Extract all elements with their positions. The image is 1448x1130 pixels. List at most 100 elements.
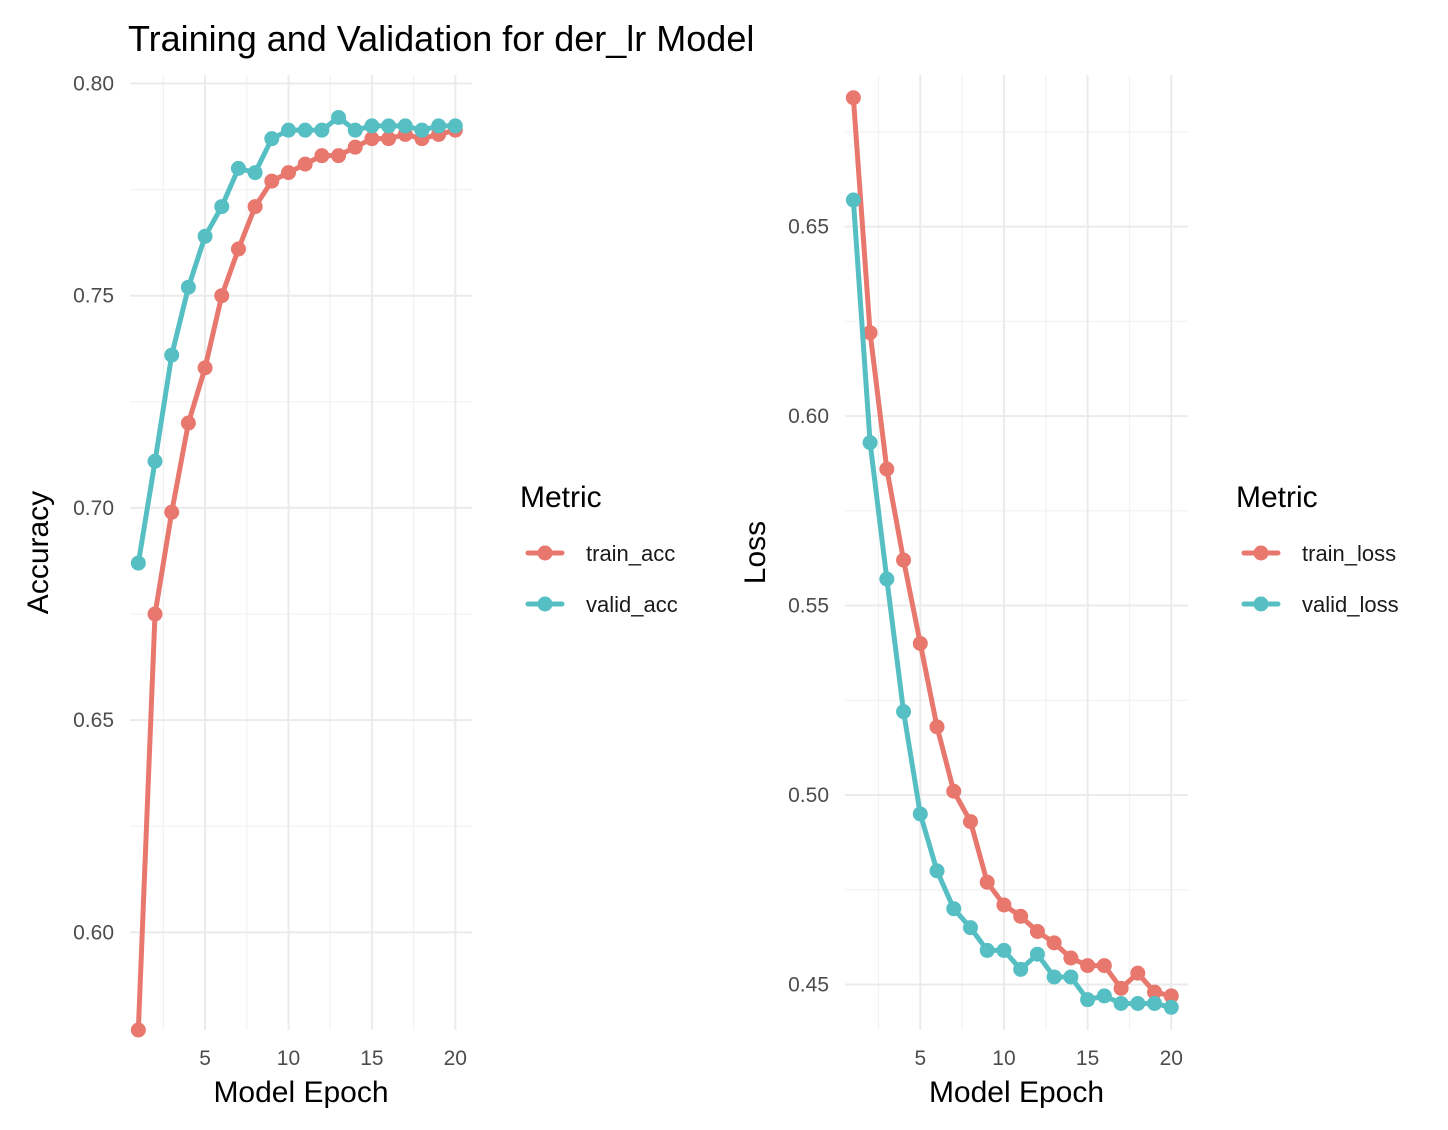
data-point-train_acc <box>247 199 263 215</box>
data-point-valid_loss <box>912 806 928 822</box>
data-point-train_acc <box>164 504 180 520</box>
data-point-train_loss <box>979 874 995 890</box>
x-tick-label: 20 <box>444 1047 467 1070</box>
x-tick-label: 15 <box>1076 1047 1099 1070</box>
data-point-train_loss <box>1096 958 1112 974</box>
data-point-valid_acc <box>414 122 430 138</box>
data-point-valid_acc <box>180 279 196 295</box>
legend-key-point <box>537 596 553 612</box>
data-point-train_loss <box>845 90 861 106</box>
y-tick-label: 0.60 <box>73 921 114 944</box>
data-point-valid_acc <box>197 228 213 244</box>
data-point-train_loss <box>1029 923 1045 939</box>
x-axis-title: Model Epoch <box>929 1076 1104 1109</box>
data-point-valid_loss <box>1046 969 1062 985</box>
x-tick-label: 20 <box>1160 1047 1183 1070</box>
data-point-valid_acc <box>130 555 146 571</box>
data-point-train_acc <box>314 148 330 164</box>
data-point-valid_acc <box>397 118 413 134</box>
chart-title: Training and Validation for der_lr Model <box>128 18 755 59</box>
data-point-valid_loss <box>1080 992 1096 1008</box>
legend-label: train_acc <box>586 541 675 566</box>
data-point-valid_acc <box>314 122 330 138</box>
data-point-valid_acc <box>164 347 180 363</box>
legend-label: valid_acc <box>586 592 678 617</box>
data-point-train_loss <box>962 814 978 830</box>
chart-panel-1: 0.60 0.65 0.70 0.75 0.80 5 10 15 20 Model Epoch Ac… <box>22 72 678 1109</box>
data-point-valid_loss <box>1063 969 1079 985</box>
data-point-valid_loss <box>862 435 878 451</box>
chart-panel-2: 0.45 0.50 0.55 0.60 0.65 5 10 15 20 Model Epoch Lo… <box>739 75 1399 1109</box>
legend-title: Metric <box>520 481 602 514</box>
data-point-train_loss <box>1147 984 1163 1000</box>
x-tick-label: 15 <box>360 1047 383 1070</box>
data-point-valid_acc <box>147 453 163 469</box>
data-point-valid_loss <box>962 920 978 936</box>
data-point-train_acc <box>180 415 196 431</box>
data-point-valid_acc <box>381 118 397 134</box>
y-tick-label: 0.70 <box>73 497 114 520</box>
legend-label: train_loss <box>1302 541 1396 566</box>
series-line-train_loss <box>850 95 1174 999</box>
y-axis-title: Loss <box>739 521 772 584</box>
y-tick-label: 0.45 <box>788 974 829 997</box>
y-tick-label: 0.60 <box>788 405 829 428</box>
y-tick-label: 0.80 <box>73 72 114 95</box>
data-point-valid_loss <box>1096 988 1112 1004</box>
data-point-valid_loss <box>896 704 912 720</box>
data-point-valid_acc <box>264 131 280 147</box>
x-axis-title: Model Epoch <box>213 1076 388 1109</box>
y-axis-title: Accuracy <box>22 491 55 614</box>
data-point-valid_loss <box>929 863 945 879</box>
y-tick-label: 0.55 <box>788 595 829 618</box>
data-point-train_acc <box>147 606 163 622</box>
legend-key-point <box>537 545 553 561</box>
data-point-valid_loss <box>1029 946 1045 962</box>
data-point-train_acc <box>331 148 347 164</box>
data-point-train_loss <box>879 461 895 477</box>
data-point-valid_loss <box>1147 995 1163 1011</box>
legend-key-point <box>1253 545 1269 561</box>
data-point-train_acc <box>297 156 313 172</box>
data-point-valid_acc <box>447 118 463 134</box>
data-point-train_acc <box>381 131 397 147</box>
x-tick-label: 10 <box>992 1047 1015 1070</box>
data-point-valid_acc <box>431 118 447 134</box>
data-point-train_loss <box>946 783 962 799</box>
data-point-train_loss <box>1013 908 1029 924</box>
data-point-valid_loss <box>946 901 962 917</box>
data-point-train_acc <box>197 360 213 376</box>
data-point-train_loss <box>996 897 1012 913</box>
data-point-train_acc <box>230 241 246 257</box>
data-point-valid_acc <box>247 165 263 181</box>
data-point-valid_acc <box>214 199 230 215</box>
data-point-valid_loss <box>1113 995 1129 1011</box>
data-point-valid_loss <box>1013 961 1029 977</box>
data-point-train_loss <box>912 635 928 651</box>
data-point-valid_acc <box>364 118 380 134</box>
data-point-valid_acc <box>331 109 347 125</box>
x-tick-label: 5 <box>199 1047 211 1070</box>
legend-key-point <box>1253 596 1269 612</box>
series-line-train_acc <box>135 127 458 1033</box>
data-point-train_loss <box>862 325 878 341</box>
data-point-train_loss <box>1063 950 1079 966</box>
y-tick-label: 0.50 <box>788 784 829 807</box>
data-point-valid_loss <box>845 192 861 208</box>
x-tick-label: 10 <box>277 1047 300 1070</box>
data-point-valid_loss <box>1130 995 1146 1011</box>
data-point-train_loss <box>1113 980 1129 996</box>
data-point-valid_loss <box>979 942 995 958</box>
data-point-valid_loss <box>1163 999 1179 1015</box>
data-point-valid_acc <box>230 160 246 176</box>
data-point-valid_loss <box>996 942 1012 958</box>
data-point-train_loss <box>1130 965 1146 981</box>
y-tick-label: 0.75 <box>73 285 114 308</box>
legend-title: Metric <box>1236 481 1318 514</box>
x-tick-label: 5 <box>914 1047 926 1070</box>
data-point-train_loss <box>1163 988 1179 1004</box>
data-point-train_loss <box>1046 935 1062 951</box>
data-point-train_acc <box>364 131 380 147</box>
data-point-valid_acc <box>280 122 296 138</box>
